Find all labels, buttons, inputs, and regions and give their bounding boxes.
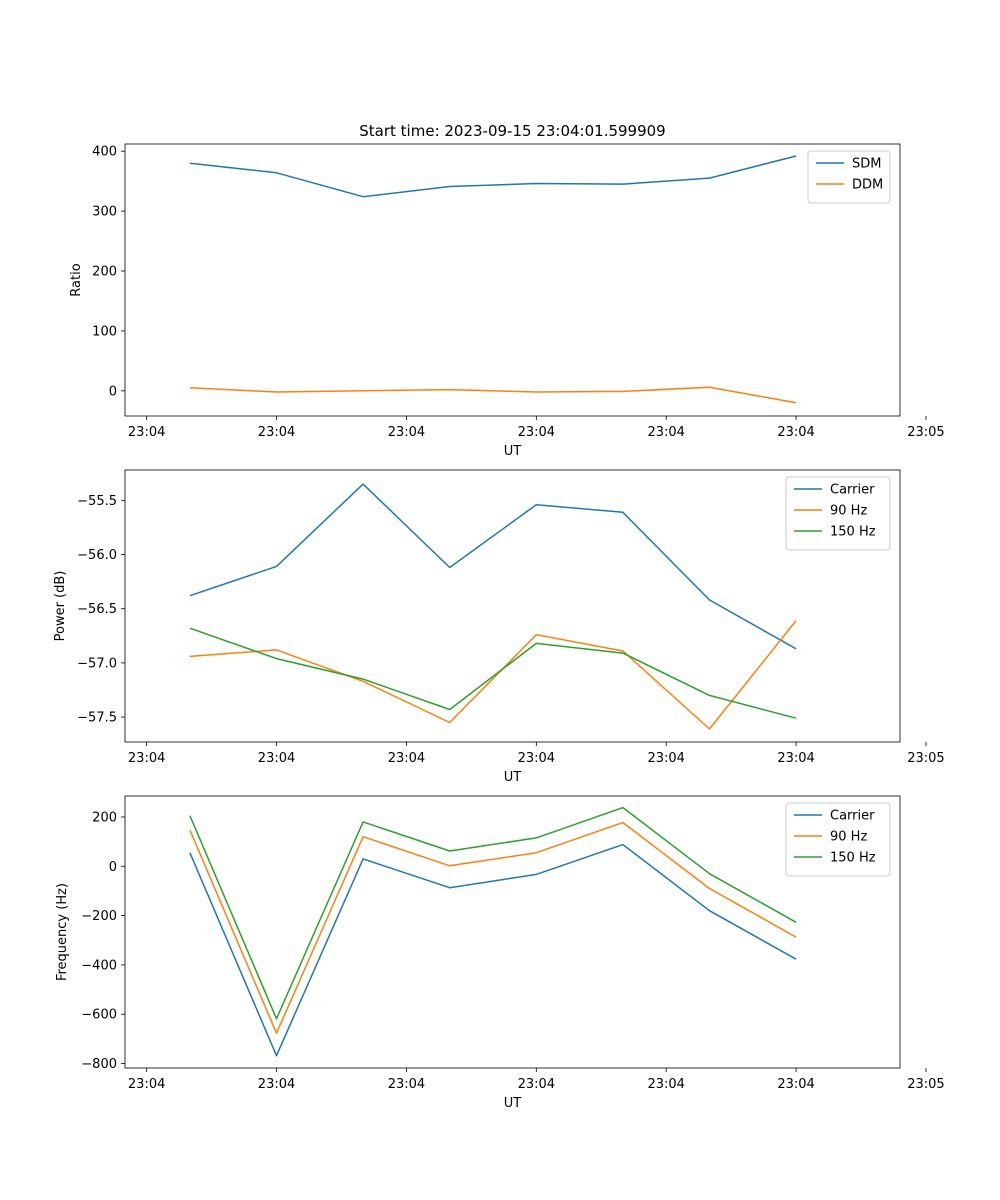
legend-label: DDM: [852, 178, 883, 193]
y-tick-label: 300: [92, 205, 117, 220]
legend-label: SDM: [852, 157, 881, 172]
series-line-sdm: [189, 155, 797, 198]
x-tick-label: 23:04: [777, 425, 814, 440]
x-tick-label: 23:04: [647, 751, 684, 766]
y-tick-label: 0: [109, 384, 117, 399]
subplot-2: 23:04 23:04 23:04 23:04 23:04 23:04 23:05 −57.5…: [53, 469, 945, 785]
legend: SDM DDM: [807, 150, 891, 204]
x-tick-label: 23:04: [258, 751, 295, 766]
legend-label: Carrier: [830, 809, 875, 824]
y-tick-label: −600: [81, 1008, 117, 1023]
series-line-90-hz: [189, 821, 797, 1034]
y-tick-label: −55.5: [77, 494, 117, 509]
x-axis-label: UT: [504, 444, 522, 459]
series-line-ddm: [189, 386, 797, 404]
y-tick-label: 400: [92, 145, 117, 160]
x-tick-label: 23:04: [388, 425, 425, 440]
series-line-150-hz: [189, 627, 797, 719]
x-tick-label: 23:04: [647, 425, 684, 440]
y-axis-label: Power (dB): [53, 571, 68, 642]
axes-frame: [124, 469, 901, 743]
x-tick-label: 23:04: [518, 751, 555, 766]
x-tick-label: 23:04: [128, 1077, 165, 1092]
x-tick-label: 23:04: [518, 425, 555, 440]
legend-label: 90 Hz: [830, 504, 867, 519]
y-tick-label: −800: [81, 1057, 117, 1072]
x-tick-label: 23:04: [777, 1077, 814, 1092]
y-tick-label: 100: [92, 324, 117, 339]
subplot-3: 23:04 23:04 23:04 23:04 23:04 23:04 23:05 −800 −…: [55, 795, 945, 1111]
legend-box: [807, 150, 891, 204]
y-tick-label: 200: [92, 810, 117, 825]
y-tick-label: −56.0: [77, 548, 117, 563]
legend: Carrier 90 Hz 150 Hz: [785, 476, 891, 551]
y-tick-label: −200: [81, 909, 117, 924]
legend-label: 150 Hz: [830, 525, 876, 540]
x-tick-label: 23:04: [128, 751, 165, 766]
series-line-150-hz: [189, 806, 797, 1020]
axes-frame: [124, 143, 901, 417]
y-tick-label: −400: [81, 958, 117, 973]
x-axis-label: UT: [504, 1096, 522, 1111]
y-tick-label: 200: [92, 265, 117, 280]
y-axis-label: Frequency (Hz): [55, 883, 70, 981]
series-line-carrier: [189, 483, 797, 650]
y-tick-label: −57.5: [77, 711, 117, 726]
x-tick-label: 23:04: [128, 425, 165, 440]
series-line-carrier: [189, 843, 797, 1057]
axes-frame: [124, 795, 901, 1069]
x-tick-label: 23:04: [518, 1077, 555, 1092]
x-tick-label: 23:04: [258, 425, 295, 440]
y-axis-label: Ratio: [69, 263, 84, 296]
y-tick-label: −57.0: [77, 656, 117, 671]
subplot-1: 23:04 23:04 23:04 23:04 23:04 23:04 23:05 0 100 2…: [69, 143, 945, 459]
x-tick-label: 23:04: [388, 751, 425, 766]
x-tick-label: 23:04: [258, 1077, 295, 1092]
figure-title: Start time: 2023-09-15 23:04:01.599909: [359, 122, 665, 140]
legend: Carrier 90 Hz 150 Hz: [785, 802, 891, 877]
x-tick-label: 23:04: [388, 1077, 425, 1092]
x-tick-label: 23:05: [907, 751, 944, 766]
y-tick-label: 0: [109, 860, 117, 875]
x-tick-label: 23:05: [907, 1077, 944, 1092]
y-tick-label: −56.5: [77, 602, 117, 617]
legend-label: 150 Hz: [830, 851, 876, 866]
legend-label: 90 Hz: [830, 830, 867, 845]
x-axis-label: UT: [504, 770, 522, 785]
x-tick-label: 23:04: [647, 1077, 684, 1092]
x-tick-label: 23:04: [777, 751, 814, 766]
series-line-90-hz: [189, 620, 797, 730]
x-tick-label: 23:05: [907, 425, 944, 440]
legend-label: Carrier: [830, 483, 875, 498]
